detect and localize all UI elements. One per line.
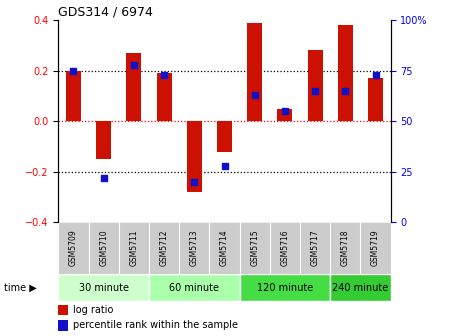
Point [100,175,107,180]
Bar [66,71,81,121]
Text: GSM5709: GSM5709 [69,230,78,266]
Text: 240 minute: 240 minute [332,283,388,293]
Point [342,88,349,94]
Text: GSM5719: GSM5719 [371,230,380,266]
Bar [277,109,292,121]
Text: 30 minute: 30 minute [79,283,129,293]
Point [372,72,379,77]
Bar [149,274,240,301]
Text: 60 minute: 60 minute [169,283,219,293]
Point [70,68,77,73]
Text: GDS314 / 6974: GDS314 / 6974 [58,6,153,19]
Text: GSM5715: GSM5715 [250,230,259,266]
Text: GSM5710: GSM5710 [99,230,108,266]
Bar [368,78,383,121]
Text: GSM5711: GSM5711 [129,230,138,266]
Point [221,163,228,168]
Point [251,92,258,98]
Bar [157,73,172,121]
Text: log ratio: log ratio [73,305,114,315]
Bar [58,304,68,316]
Point [130,62,137,67]
Bar [330,274,391,301]
Text: 120 minute: 120 minute [257,283,313,293]
Bar [338,25,353,121]
Bar [58,274,149,301]
Bar [217,121,232,152]
Point [191,179,198,184]
Point [312,88,319,94]
Bar [240,274,330,301]
Text: GSM5714: GSM5714 [220,230,229,266]
Point [282,109,289,114]
Bar [96,121,111,159]
Bar [308,50,323,121]
Text: time ▶: time ▶ [4,283,37,293]
Bar [187,121,202,192]
Text: GSM5713: GSM5713 [190,230,199,266]
Text: GSM5718: GSM5718 [341,230,350,266]
Text: GSM5712: GSM5712 [159,230,168,266]
Text: GSM5716: GSM5716 [281,230,290,266]
Text: percentile rank within the sample: percentile rank within the sample [73,321,238,330]
Point [160,72,167,77]
Bar [247,23,262,121]
Text: GSM5717: GSM5717 [311,230,320,266]
Bar [58,320,68,331]
Bar [126,53,141,121]
